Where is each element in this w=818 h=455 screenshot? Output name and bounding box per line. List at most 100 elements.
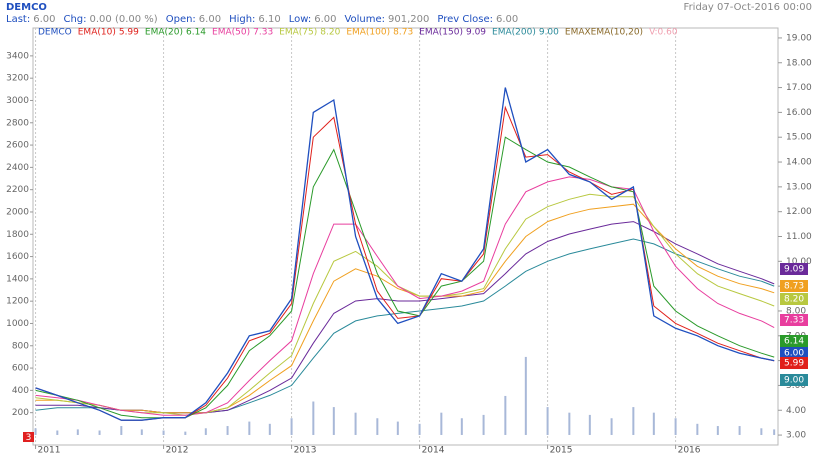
- info-label: Open:: [166, 14, 196, 25]
- volume-bar: [120, 426, 123, 435]
- value-tag-label: 5.99: [784, 359, 804, 369]
- volume-bar: [290, 418, 293, 435]
- y2-tick-label: 1400: [6, 274, 29, 284]
- y2-tick-label: 1600: [6, 252, 29, 262]
- volume-bar: [524, 356, 527, 435]
- volume-bar: [396, 421, 399, 435]
- y2-tick-label: 1200: [6, 297, 29, 307]
- volume-bar: [760, 428, 763, 435]
- volume-bar: [652, 412, 655, 435]
- volume-bar: [568, 412, 571, 435]
- value-tag: [780, 357, 808, 369]
- plot-frame: [32, 27, 779, 446]
- info-value: 901,200: [388, 14, 429, 25]
- legend-entry: EMA(50): [212, 28, 250, 38]
- legend-entry: EMA(75): [279, 28, 317, 38]
- chart-title: DEMCO: [6, 2, 47, 13]
- y-tick-label: 8.00: [786, 306, 806, 316]
- y-tick-label: 16.00: [786, 108, 812, 118]
- volume-bar: [773, 429, 776, 435]
- value-tag: [780, 374, 808, 386]
- y2-tick-label: 2800: [6, 118, 29, 128]
- volume-bar: [98, 430, 101, 435]
- series-line: [35, 176, 775, 416]
- volume-bar: [482, 414, 485, 435]
- volume-bar: [738, 426, 741, 435]
- x-tick-label: 2013: [294, 446, 317, 455]
- y2-tick-label: 3000: [6, 96, 29, 106]
- volume-bar: [354, 412, 357, 435]
- info-label: Low:: [289, 14, 312, 25]
- datetime: Friday 07-Oct-2016 00:00: [684, 2, 812, 13]
- volume-bar: [674, 418, 677, 435]
- y-tick-label: 4.00: [786, 406, 806, 416]
- volume-bar: [184, 431, 187, 435]
- y-tick-label: 17.00: [786, 83, 812, 93]
- volume-bar: [56, 430, 59, 435]
- volume-bar: [716, 426, 719, 435]
- series-line: [35, 87, 775, 421]
- volume-bar: [268, 423, 271, 435]
- value-tag: [780, 314, 808, 326]
- info-value: 6.00: [33, 14, 55, 25]
- info-value: 6.00: [199, 14, 221, 25]
- legend-entry: EMA(20): [145, 28, 183, 38]
- x-tick-label: 2011: [38, 446, 61, 455]
- y2-tick-label: 2200: [6, 185, 29, 195]
- value-tag-label: 6.14: [784, 337, 804, 347]
- legend-value: 5.99: [119, 28, 139, 38]
- value-tag-label: 9.00: [784, 376, 804, 386]
- info-value: 0.00 (0.00 %): [90, 14, 158, 25]
- volume-bar: [332, 407, 335, 435]
- y2-tick-label: 400: [12, 386, 29, 396]
- y-tick-label: 14.00: [786, 158, 812, 168]
- volume-bar: [248, 421, 251, 435]
- info-label: Chg:: [63, 14, 86, 25]
- value-tag-label: 9.09: [784, 265, 804, 275]
- y2-tick-label: 800: [12, 341, 29, 351]
- legend-entry: EMA(100): [346, 28, 390, 38]
- legend-value: 8.20: [320, 28, 340, 38]
- value-tag: [780, 280, 808, 292]
- info-label: Prev Close:: [437, 14, 493, 25]
- volume-bar: [546, 407, 549, 435]
- x-tick-label: 2015: [550, 446, 573, 455]
- volume-bar: [610, 418, 613, 435]
- volume-bar: [226, 426, 229, 435]
- volume-bar: [140, 429, 143, 435]
- series-line: [35, 193, 775, 416]
- y-tick-label: 12.00: [786, 207, 812, 217]
- y2-tick-label: 1800: [6, 230, 29, 240]
- info-value: 6.10: [258, 14, 280, 25]
- y-tick-label: 10.00: [786, 257, 812, 267]
- x-tick-label: 2012: [166, 446, 189, 455]
- value-tag-label: 8.73: [784, 282, 804, 292]
- legend-value: 9.09: [466, 28, 486, 38]
- value-tag: [780, 263, 808, 275]
- volume-bar: [632, 407, 635, 435]
- y2-tick-label: 2600: [6, 141, 29, 151]
- legend-value: 8.73: [393, 28, 413, 38]
- y-tick-label: 11.00: [786, 232, 812, 242]
- legend-entry: V:0.60: [649, 28, 678, 38]
- legend-entry: EMA(10): [78, 28, 116, 38]
- volume-bar: [696, 423, 699, 435]
- value-tag: [780, 293, 808, 305]
- y-tick-label: 15.00: [786, 133, 812, 143]
- volume-bar: [588, 414, 591, 435]
- volume-bar: [440, 412, 443, 435]
- badge-box: [23, 432, 34, 442]
- y2-tick-label: 200: [12, 408, 29, 418]
- y-tick-label: 3.00: [786, 431, 806, 441]
- info-label: High:: [229, 14, 255, 25]
- y2-tick-label: 2000: [6, 207, 29, 217]
- volume-bar: [204, 428, 207, 435]
- legend-value: 9.00: [539, 28, 559, 38]
- volume-bar: [418, 423, 421, 435]
- y2-tick-label: 3400: [6, 51, 29, 61]
- badge: 3: [26, 433, 32, 443]
- legend-entry: DEMCO: [38, 28, 72, 38]
- value-tag-label: 7.33: [784, 316, 804, 326]
- volume-bar: [504, 395, 507, 435]
